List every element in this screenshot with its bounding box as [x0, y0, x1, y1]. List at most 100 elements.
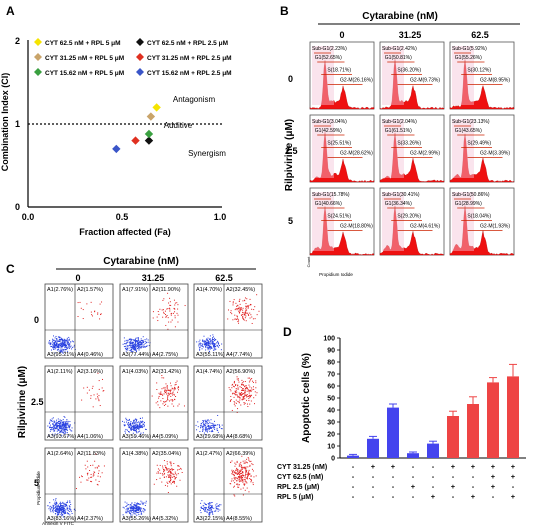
c-event-apoptotic: [238, 484, 240, 486]
c-event-live: [55, 499, 57, 501]
c-event-live: [199, 346, 201, 348]
c-event-apoptotic: [162, 468, 164, 470]
c-event-apoptotic: [250, 304, 252, 306]
c-event-live: [61, 502, 63, 504]
c-event-live: [220, 349, 222, 351]
b-phase-label: G1(28.99%): [455, 201, 482, 207]
c-event-apoptotic: [246, 298, 248, 300]
c-event-apoptotic: [239, 477, 241, 479]
c-event-apoptotic: [252, 318, 254, 320]
c-event-live: [138, 512, 140, 514]
c-event-live: [140, 512, 142, 514]
c-event-live: [63, 513, 65, 515]
d-bars: [347, 363, 519, 458]
c-scatter-frame: [119, 283, 189, 359]
c-event-live: [63, 511, 65, 513]
c-event-live: [197, 421, 199, 423]
c-event-live: [59, 512, 61, 514]
a-data-point: [144, 136, 154, 145]
c-event-apoptotic: [87, 479, 89, 481]
c-event-apoptotic: [99, 303, 101, 305]
c-event-live: [60, 502, 62, 504]
c-event-live: [69, 506, 71, 508]
c-event-live: [138, 425, 140, 427]
c-event-apoptotic: [159, 477, 161, 479]
c-event-apoptotic: [234, 482, 236, 484]
c-event-live: [221, 428, 223, 430]
c-event-live: [66, 343, 68, 345]
c-event-apoptotic: [92, 464, 94, 466]
c-event-apoptotic: [241, 471, 243, 473]
c-event-apoptotic: [238, 381, 240, 383]
c-event-apoptotic: [94, 310, 96, 312]
panel-d-apoptosis: Apoptotic cells (%) 01020304050607080901…: [277, 336, 526, 501]
c-event-live: [212, 422, 214, 424]
c-event-apoptotic: [244, 297, 246, 299]
d-ylabel: Apoptotic cells (%): [301, 353, 312, 443]
c-event-live: [65, 345, 67, 347]
c-event-live: [138, 427, 140, 429]
c-event-apoptotic: [237, 478, 239, 480]
c-event-apoptotic: [94, 472, 96, 474]
b-phase-label: G1(42.59%): [315, 128, 342, 134]
c-event-live: [201, 500, 203, 502]
b-histogram-fill: [449, 133, 515, 183]
c-event-live: [64, 430, 66, 432]
c-event-live: [196, 341, 198, 343]
c-event-apoptotic: [174, 302, 176, 304]
c-event-live: [51, 341, 53, 343]
c-event-live: [68, 345, 70, 347]
c-event-live: [205, 430, 207, 432]
c-event-live: [213, 427, 215, 429]
c-event-live: [129, 424, 131, 426]
c-event-live: [62, 501, 64, 503]
c-event-live: [61, 435, 63, 437]
c-event-live: [144, 346, 146, 348]
c-event-live: [57, 336, 59, 338]
c-event-live: [49, 343, 51, 345]
c-event-live: [215, 510, 217, 512]
c-event-apoptotic: [248, 381, 250, 383]
c-event-apoptotic: [162, 474, 164, 476]
c-event-apoptotic: [242, 314, 244, 316]
d-sign: +: [491, 462, 496, 471]
c-event-live: [55, 502, 57, 504]
c-event-live: [131, 339, 133, 341]
c-event-live: [139, 509, 141, 511]
c-event-apoptotic: [151, 395, 153, 397]
b-phase-label: Sub-G1(50.86%): [452, 192, 490, 198]
c-event-apoptotic: [241, 384, 243, 386]
c-event-live: [136, 504, 138, 506]
c-event-live: [68, 425, 70, 427]
c-event-apoptotic: [170, 483, 172, 485]
b-phase-label: G1(36.34%): [385, 201, 412, 207]
c-event-apoptotic: [232, 302, 234, 304]
c-event-apoptotic: [247, 472, 249, 474]
d-sign: +: [391, 462, 396, 471]
c-event-apoptotic: [241, 469, 243, 471]
a-legend-label: CYT 31.25 nM + RPL 2.5 μM: [147, 55, 232, 62]
c-event-live: [205, 345, 207, 347]
c-event-live: [133, 504, 135, 506]
c-event-apoptotic: [162, 316, 164, 318]
c-event-apoptotic: [163, 393, 165, 395]
c-event-live: [142, 503, 144, 505]
c-event-apoptotic: [157, 471, 159, 473]
c-event-live: [203, 432, 205, 434]
c-event-apoptotic: [237, 384, 239, 386]
c-event-live: [124, 501, 126, 503]
c-event-apoptotic: [167, 393, 169, 395]
c-event-apoptotic: [238, 476, 240, 478]
c-event-live: [143, 345, 145, 347]
c-event-live: [50, 511, 52, 513]
c-event-apoptotic: [170, 389, 172, 391]
c-event-apoptotic: [238, 396, 240, 398]
c-event-apoptotic: [249, 389, 251, 391]
c-event-apoptotic: [164, 390, 166, 392]
c-event-live: [202, 429, 204, 431]
c-event-live: [129, 506, 131, 508]
c-event-live: [52, 340, 54, 342]
c-event-apoptotic: [174, 326, 176, 328]
c-event-live: [55, 347, 57, 349]
c-event-live: [53, 343, 55, 345]
